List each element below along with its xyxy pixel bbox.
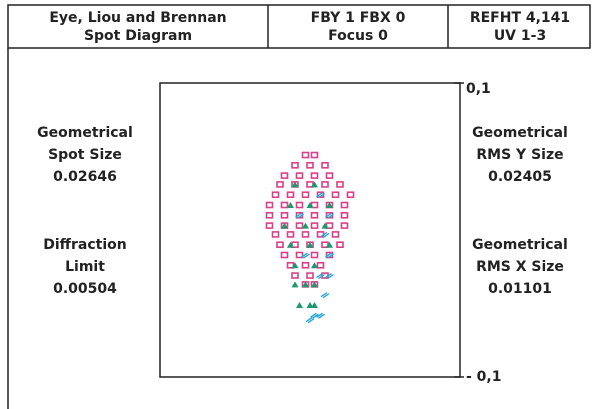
spot	[280, 172, 289, 179]
spot	[311, 181, 318, 188]
spot	[305, 317, 315, 324]
spot	[316, 192, 325, 199]
spot	[310, 172, 319, 179]
spot	[325, 212, 334, 219]
spot	[320, 231, 330, 238]
plot-box	[159, 82, 461, 378]
info-text: Spot Size	[48, 147, 122, 163]
spot	[291, 162, 299, 169]
header-text: UV 1-3	[494, 28, 546, 44]
spot	[301, 151, 310, 159]
spot	[340, 201, 349, 209]
spot	[311, 281, 318, 288]
spot	[320, 292, 330, 299]
spot	[336, 181, 344, 188]
spot	[295, 251, 304, 259]
frame	[7, 4, 591, 409]
spot	[276, 181, 284, 188]
info-text: 0.02646	[53, 169, 117, 185]
spot	[265, 212, 274, 219]
spot	[326, 202, 333, 209]
spot	[291, 281, 299, 288]
header-text: Eye, Liou and Brennan	[49, 10, 226, 26]
spot	[306, 301, 314, 308]
spot	[265, 201, 274, 209]
info-text: 0.01101	[488, 281, 552, 297]
spot	[301, 261, 310, 269]
spot	[295, 201, 304, 209]
spot	[306, 202, 314, 209]
info-text: Geometrical	[472, 237, 568, 253]
spot	[286, 191, 295, 199]
info-text: Geometrical	[472, 125, 568, 141]
spot	[340, 222, 349, 229]
spot	[325, 172, 334, 179]
spot	[310, 312, 319, 319]
spot	[325, 272, 334, 280]
spot	[280, 201, 289, 209]
spot	[271, 191, 280, 199]
spot	[280, 212, 289, 219]
spot	[306, 241, 314, 248]
spot	[340, 212, 349, 219]
spot	[316, 261, 325, 269]
header-text: REFHT 4,141	[470, 10, 570, 26]
header-text: FBY 1 FBX 0	[311, 10, 406, 26]
spot	[301, 231, 310, 238]
spot	[276, 241, 284, 248]
spot	[271, 231, 280, 238]
spot	[316, 272, 325, 280]
spot	[310, 251, 319, 259]
y-tick-label: - 0,1	[466, 369, 502, 385]
spot	[306, 272, 314, 279]
spot	[291, 262, 299, 269]
spot	[311, 301, 318, 308]
spot	[295, 172, 304, 179]
spot	[325, 252, 334, 259]
spot	[321, 222, 329, 229]
info-text: Diffraction	[43, 237, 127, 253]
header-text: Focus 0	[328, 28, 388, 44]
spot	[265, 222, 274, 229]
spot	[346, 191, 355, 199]
spot	[302, 222, 309, 229]
info-text: RMS Y Size	[476, 147, 563, 163]
spot	[331, 191, 340, 199]
spot	[280, 251, 289, 259]
info-text: 0.02405	[488, 169, 552, 185]
info-text: 0.00504	[53, 281, 117, 297]
header-box	[7, 4, 591, 49]
spot	[291, 181, 299, 188]
spot	[287, 241, 294, 248]
spot	[286, 231, 295, 238]
spot	[311, 262, 318, 269]
info-text: Geometrical	[37, 125, 133, 141]
spot	[301, 191, 310, 199]
spot	[301, 252, 310, 259]
spot	[316, 312, 325, 319]
spot	[336, 241, 344, 248]
info-text: Limit	[65, 259, 105, 275]
spot	[295, 212, 304, 219]
spot	[287, 202, 294, 209]
spot	[296, 301, 303, 308]
header-text: Spot Diagram	[84, 28, 192, 44]
spot	[281, 222, 288, 229]
spot	[310, 222, 319, 229]
info-text: RMS X Size	[476, 259, 564, 275]
spot	[321, 181, 329, 188]
spot	[310, 151, 319, 159]
spot	[331, 231, 340, 238]
spot	[326, 241, 333, 248]
spot	[306, 162, 314, 169]
y-tick-label: 0,1	[466, 81, 491, 97]
spot	[310, 212, 319, 219]
spot	[291, 272, 299, 279]
spot	[321, 162, 329, 169]
spot	[302, 281, 309, 288]
spot	[295, 222, 304, 229]
